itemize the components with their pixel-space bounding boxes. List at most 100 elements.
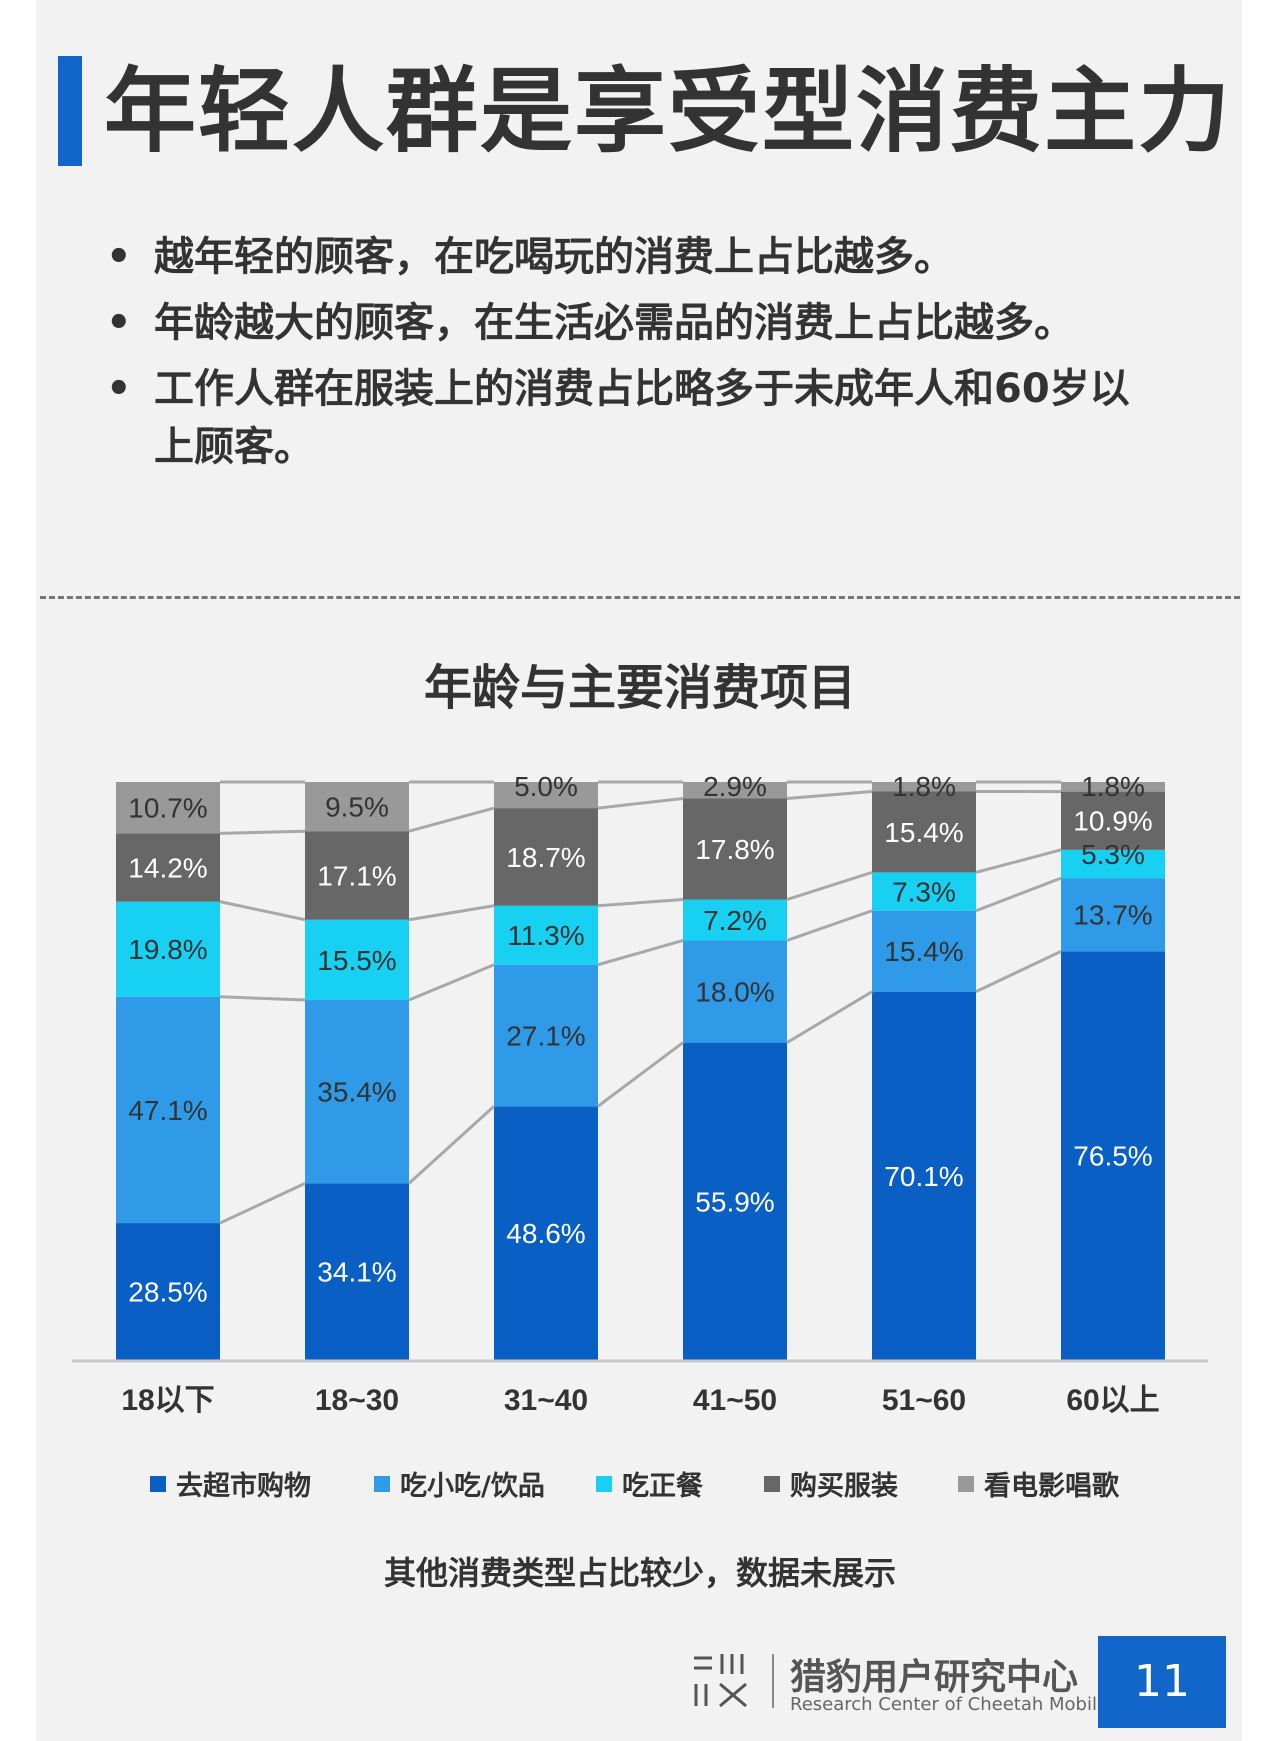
x-tick-label: 41~50	[693, 1384, 777, 1417]
series-connector-line	[975, 949, 1062, 994]
chart-title: 年龄与主要消费项目	[423, 660, 856, 716]
data-label: 14.2%	[128, 853, 207, 884]
legend-label: 看电影唱歌	[984, 1471, 1119, 1502]
bar-segment	[872, 991, 976, 1360]
legend-label: 吃正餐	[622, 1471, 703, 1502]
data-label: 55.9%	[695, 1186, 774, 1217]
bar-segment	[683, 782, 787, 799]
bar-segment	[494, 964, 598, 1107]
bar-segment	[116, 901, 220, 997]
data-label: 76.5%	[1073, 1141, 1152, 1172]
data-label: 17.8%	[695, 834, 774, 865]
series-connector-line	[597, 938, 684, 967]
bar-segment	[1061, 878, 1165, 952]
legend-label: 购买服装	[790, 1471, 898, 1502]
data-label: 10.9%	[1073, 806, 1152, 837]
bar-segment	[305, 1000, 409, 1184]
bar-segment	[872, 872, 976, 911]
x-tick-label: 60以上	[1066, 1384, 1159, 1417]
data-label: 18.0%	[695, 977, 774, 1008]
legend-item: 看电影唱歌	[958, 1464, 1119, 1503]
bullet-item: • 年龄越大的顾客，在生活必需品的消费上占比越多。	[100, 294, 1160, 352]
bar-segment	[116, 833, 220, 902]
bar-segment	[305, 919, 409, 1001]
series-connector-line	[219, 1182, 306, 1225]
legend-swatch	[374, 1475, 390, 1492]
series-connector-line	[786, 789, 873, 800]
bullet-item: • 工作人群在服装上的消费占比略多于未成年人和60岁以上顾客。	[100, 360, 1160, 476]
bullet-text: 年龄越大的顾客，在生活必需品的消费上占比越多。	[154, 300, 1074, 346]
bar-segment	[872, 782, 976, 792]
x-tick-label: 18以下	[121, 1384, 214, 1417]
data-label: 13.7%	[1073, 900, 1152, 931]
series-connector-line	[408, 963, 495, 1002]
title-accent-bar	[58, 56, 82, 166]
bullet-marker: •	[106, 300, 132, 346]
data-label: 7.2%	[703, 905, 767, 936]
bullet-marker: •	[106, 366, 132, 412]
chart-legend: 去超市购物 吃小吃/饮品 吃正餐 购买服装 看电影唱歌	[150, 1464, 1190, 1514]
series-connector-line	[975, 848, 1062, 874]
data-label: 5.3%	[1081, 839, 1145, 870]
data-label: 17.1%	[317, 860, 396, 891]
legend-item: 吃正餐	[596, 1464, 703, 1503]
bar-segment	[305, 831, 409, 920]
bar-segment	[1061, 791, 1165, 850]
series-connector-line	[597, 796, 684, 810]
data-label: 48.6%	[506, 1218, 585, 1249]
cheetah-logo-icon	[694, 1654, 747, 1708]
data-label: 1.8%	[1081, 771, 1145, 802]
data-label: 9.5%	[325, 792, 389, 823]
bar-segment	[1061, 849, 1165, 879]
bar-segment	[1061, 782, 1165, 792]
data-label: 47.1%	[128, 1095, 207, 1126]
data-label: 5.0%	[514, 771, 578, 802]
data-label: 1.8%	[892, 771, 956, 802]
legend-swatch	[764, 1475, 780, 1492]
series-connector-line	[786, 870, 873, 901]
data-label: 15.4%	[884, 817, 963, 848]
data-label: 7.3%	[892, 877, 956, 908]
series-connector-line	[786, 990, 873, 1044]
bullet-list: • 越年轻的顾客，在吃喝玩的消费上占比越多。 • 年龄越大的顾客，在生活必需品的…	[100, 228, 1160, 484]
bar-segment	[683, 1042, 787, 1360]
bar-segment	[494, 782, 598, 809]
footer-separator	[772, 1654, 774, 1708]
legend-label: 吃小吃/饮品	[400, 1471, 545, 1502]
data-label: 35.4%	[317, 1077, 396, 1108]
data-label: 2.9%	[703, 771, 767, 802]
footer-org-name-en: Research Center of Cheetah Mobile	[790, 1694, 1109, 1715]
legend-item: 去超市购物	[150, 1464, 311, 1503]
bar-segment	[494, 905, 598, 965]
bar-segment	[683, 940, 787, 1043]
section-divider	[40, 596, 1240, 599]
bar-segment	[683, 798, 787, 900]
bar-segment	[116, 782, 220, 834]
series-connector-line	[219, 829, 306, 835]
legend-item: 吃小吃/饮品	[374, 1464, 545, 1503]
bar-segment	[872, 791, 976, 873]
chart-footnote: 其他消费类型占比较少，数据未展示	[383, 1554, 896, 1592]
series-connector-line	[219, 995, 306, 1002]
data-label: 15.5%	[317, 945, 396, 976]
data-label: 15.4%	[884, 936, 963, 967]
data-label: 27.1%	[506, 1020, 585, 1051]
bar-segment	[494, 808, 598, 906]
bullet-marker: •	[106, 234, 132, 280]
legend-label: 去超市购物	[176, 1471, 311, 1502]
bar-segment	[494, 1106, 598, 1360]
bar-segment	[305, 782, 409, 832]
data-label: 34.1%	[317, 1257, 396, 1288]
bar-segment	[116, 996, 220, 1224]
series-connector-line	[597, 898, 684, 908]
legend-item: 购买服装	[764, 1464, 898, 1503]
bar-segment	[1061, 951, 1165, 1360]
page-number: 11	[1098, 1636, 1226, 1728]
data-label: 11.3%	[507, 920, 584, 951]
legend-swatch	[150, 1475, 166, 1492]
bullet-text: 越年轻的顾客，在吃喝玩的消费上占比越多。	[154, 234, 954, 280]
slide-page	[36, 0, 1242, 1741]
data-label: 70.1%	[884, 1161, 963, 1192]
footer-org-name: 猎豹用户研究中心	[790, 1657, 1079, 1698]
